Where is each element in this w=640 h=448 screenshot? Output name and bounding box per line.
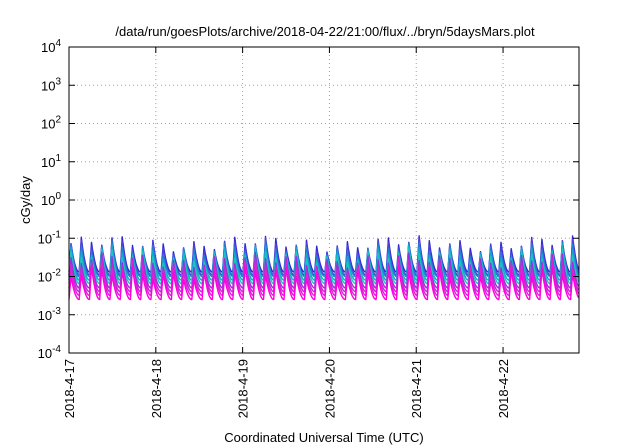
y-tick-label: 10-1 xyxy=(38,229,62,246)
y-tick-label: 103 xyxy=(41,76,61,93)
y-tick-label: 10-2 xyxy=(38,268,62,285)
chart-title: /data/run/goesPlots/archive/2018-04-22/2… xyxy=(115,24,535,39)
series-line-9 xyxy=(68,265,580,301)
series-group xyxy=(68,235,580,301)
x-axis-title: Coordinated Universal Time (UTC) xyxy=(224,430,423,445)
y-tick-label: 102 xyxy=(41,115,61,132)
grid xyxy=(69,47,579,353)
y-tick-label: 10-4 xyxy=(38,344,62,361)
x-tick-label: 2018-4-22 xyxy=(496,359,511,418)
x-tick-label: 2018-4-20 xyxy=(322,359,337,418)
y-tick-label: 100 xyxy=(41,191,61,208)
series-line-6 xyxy=(68,251,580,289)
y-tick-label: 10-3 xyxy=(38,306,62,323)
y-axis-title: cGy/day xyxy=(18,176,33,224)
x-tick-label: 2018-4-19 xyxy=(236,359,251,418)
series-line-3 xyxy=(68,240,580,278)
series-line-4 xyxy=(68,243,580,281)
y-tick-label: 101 xyxy=(41,153,61,170)
tick-labels: 10-4 10-3 10-2 10-1 100 101 102 103 104 2018-4-17… xyxy=(38,38,511,418)
series-line-7 xyxy=(68,256,580,293)
x-tick-label: 2018-4-17 xyxy=(62,359,77,418)
y-tick-label: 104 xyxy=(41,38,61,55)
x-tick-label: 2018-4-21 xyxy=(409,359,424,418)
series-line-5 xyxy=(68,247,580,285)
ticks xyxy=(68,46,579,354)
x-tick-label: 2018-4-18 xyxy=(149,359,164,418)
series-line-8 xyxy=(68,260,580,297)
